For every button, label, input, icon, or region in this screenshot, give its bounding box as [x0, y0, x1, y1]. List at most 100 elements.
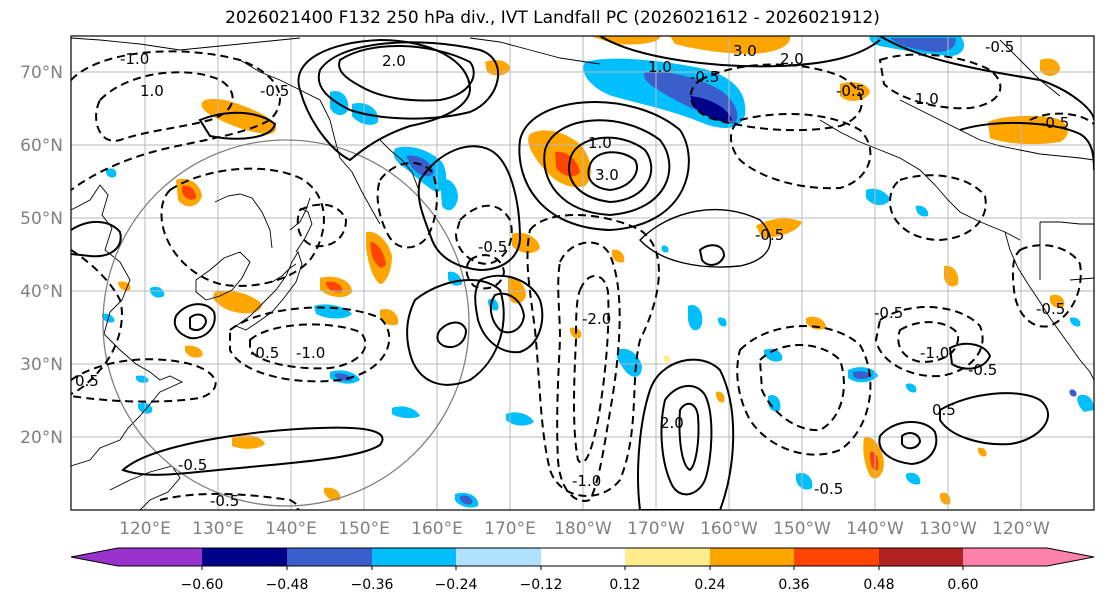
colorbar-cell	[71, 548, 202, 566]
lon-label: 140°W	[846, 519, 904, 539]
shade-blob	[688, 304, 703, 331]
contour-label: -0.5	[1036, 300, 1065, 318]
colorbar-outline	[70, 547, 1095, 567]
colorbar-cell	[625, 548, 710, 566]
colorbar-cell	[963, 548, 1094, 566]
contours-dashed	[71, 50, 1094, 510]
shade-blob	[796, 472, 813, 490]
contour-label: 2.0	[780, 50, 804, 68]
contour-label: -0.5	[478, 238, 507, 256]
colorbar: −0.60 −0.48 −0.36 −0.24 −0.12 0.12 0.24 …	[70, 547, 1095, 593]
shade-blob	[1077, 394, 1094, 412]
lon-label: 160°E	[411, 519, 463, 539]
colorbar-cell	[202, 548, 287, 566]
lon-label: 120°W	[992, 519, 1050, 539]
lon-label: 130°W	[919, 519, 977, 539]
colorbar-label: −0.36	[351, 577, 394, 593]
colorbar-cell	[794, 548, 879, 566]
colorbar-label: 0.48	[863, 577, 894, 593]
shade-blob	[201, 98, 277, 134]
coastlines	[71, 37, 1094, 510]
contour-label: 1.0	[648, 58, 672, 76]
shade-blob	[670, 36, 791, 54]
contour-label: 1.0	[140, 82, 164, 100]
shade-blob	[840, 82, 870, 101]
shade-blob	[106, 168, 117, 178]
shade-blob	[182, 185, 196, 200]
lon-label: 150°E	[338, 519, 390, 539]
lon-label: 180°W	[554, 519, 612, 539]
contour-label: 3.0	[733, 42, 757, 60]
colorbar-label: −0.48	[266, 577, 309, 593]
contour-label: -1.0	[120, 50, 149, 68]
shade-blob	[555, 151, 580, 177]
contour-label: 0.5	[75, 372, 99, 390]
lon-label: 170°W	[627, 519, 685, 539]
shade-blob	[716, 391, 725, 403]
latitude-labels: 70°N 60°N 50°N 40°N 30°N 20°N	[20, 63, 63, 448]
contour-label: 0.5	[932, 401, 956, 419]
contour-label: -0.5	[874, 304, 903, 322]
contour-label: 1.0	[588, 134, 612, 152]
shade-blob	[150, 286, 165, 298]
contour-label: 3.0	[595, 166, 619, 184]
map-frame	[70, 35, 1095, 511]
contour-label: -0.5	[755, 226, 784, 244]
shade-blob	[185, 345, 203, 358]
shade-blob	[870, 451, 879, 471]
contour-label: -1.0	[572, 472, 601, 490]
lon-label: 130°E	[192, 519, 244, 539]
contour-label: -0.5	[968, 361, 997, 379]
shade-blob	[853, 371, 872, 379]
colorbar-cell	[879, 548, 963, 566]
shade-blob	[978, 447, 987, 457]
contours-solid	[71, 36, 1094, 510]
shade-blob	[756, 218, 802, 238]
contour-label: -0.5	[1040, 114, 1069, 132]
contour-label: 1.0	[915, 90, 939, 108]
colorbar-label: 0.36	[778, 577, 809, 593]
shade-blob	[440, 178, 458, 211]
colorbar-ticks	[201, 566, 964, 570]
lon-label: 170°E	[484, 519, 536, 539]
shade-blob	[768, 394, 781, 412]
shade-blob	[370, 242, 386, 268]
contour-label: -0.5	[690, 68, 719, 86]
shade-blob	[324, 487, 341, 501]
shade-blob	[764, 348, 783, 362]
colorbar-labels: −0.60 −0.48 −0.36 −0.24 −0.12 0.12 0.24 …	[181, 577, 979, 593]
shade-blob	[118, 281, 131, 291]
shade-blob	[1070, 317, 1081, 327]
shade-blob	[590, 36, 661, 45]
longitude-labels: 120°E 130°E 140°E 150°E 160°E 170°E 180°…	[119, 519, 1050, 539]
contour-label: -0.5	[250, 344, 279, 362]
contour-label: -0.5	[260, 82, 289, 100]
colorbar-cell	[541, 548, 625, 566]
shade-blob	[718, 317, 727, 327]
colorbar-label: 0.12	[609, 577, 640, 593]
lon-label: 140°E	[265, 519, 317, 539]
shade-blob	[906, 383, 917, 393]
contour-label: -1.0	[920, 344, 949, 362]
lat-label: 30°N	[20, 355, 63, 375]
contour-label: -0.5	[836, 82, 865, 100]
map-title: 2026021400 F132 250 hPa div., IVT Landfa…	[225, 8, 880, 28]
contour-label: -2.0	[582, 310, 611, 328]
contour-label-group: 3.0 2.0 -0.5 1.0 -0.5 2.0 -1.0 -0.5 -0.5…	[75, 38, 1069, 510]
shade-blob	[460, 495, 473, 505]
colorbar-cell	[710, 548, 794, 566]
shade-blob	[806, 316, 826, 330]
shade-blob	[1069, 389, 1077, 397]
lat-label: 20°N	[20, 428, 63, 448]
contour-label: -0.5	[814, 480, 843, 498]
lat-label: 60°N	[20, 136, 63, 156]
colorbar-label: −0.60	[181, 577, 224, 593]
shade-blob	[612, 249, 625, 263]
lat-label: 50°N	[20, 209, 63, 229]
colorbar-cell	[456, 548, 541, 566]
contour-label: -0.5	[178, 456, 207, 474]
shade-blob	[890, 38, 956, 52]
shade-blob	[326, 281, 343, 293]
lat-label: 40°N	[20, 282, 63, 302]
